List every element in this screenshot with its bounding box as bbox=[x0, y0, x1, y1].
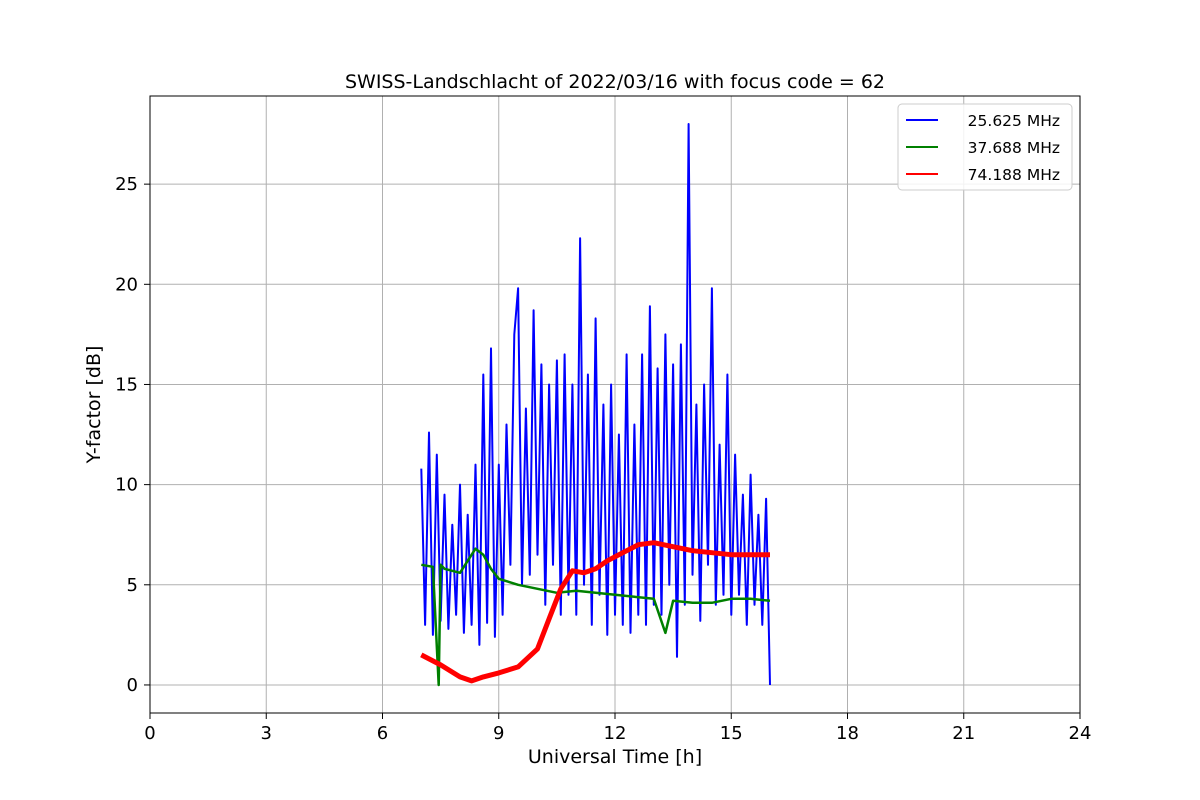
y-tick-label: 5 bbox=[127, 575, 138, 596]
legend-box bbox=[897, 103, 1073, 191]
series-line-74-188-mhz bbox=[420, 540, 770, 684]
x-tick-label: 3 bbox=[261, 723, 272, 744]
y-tick-label: 20 bbox=[115, 274, 138, 295]
legend: 25.625 MHz 37.688 MHz 74.188 MHz bbox=[897, 103, 1073, 191]
y-tick-label: 25 bbox=[115, 174, 138, 195]
y-axis-label: Y-factor [dB] bbox=[83, 346, 105, 465]
chart-title: SWISS-Landschlacht of 2022/03/16 with fo… bbox=[345, 71, 885, 93]
x-tick-label: 6 bbox=[377, 723, 388, 744]
series-line-25-625-mhz bbox=[420, 123, 771, 686]
x-tick-label: 0 bbox=[144, 723, 155, 744]
y-tick-label: 15 bbox=[115, 374, 138, 395]
x-tick-label: 21 bbox=[952, 723, 975, 744]
x-tick-label: 15 bbox=[720, 723, 743, 744]
y-tick-label: 0 bbox=[127, 675, 138, 696]
y-tick-label: 10 bbox=[115, 475, 138, 496]
y-axis: 0 5 10 15 20 25 bbox=[115, 174, 150, 696]
legend-label: 74.188 MHz bbox=[968, 166, 1060, 184]
legend-label: 37.688 MHz bbox=[968, 139, 1060, 157]
x-tick-label: 9 bbox=[493, 723, 504, 744]
x-tick-label: 18 bbox=[836, 723, 859, 744]
x-tick-label: 24 bbox=[1069, 723, 1092, 744]
series-layer bbox=[420, 123, 771, 687]
x-axis-label: Universal Time [h] bbox=[528, 746, 702, 768]
x-axis: 0 3 6 9 12 15 18 21 24 bbox=[144, 713, 1091, 744]
legend-label: 25.625 MHz bbox=[968, 112, 1060, 130]
x-tick-label: 12 bbox=[604, 723, 627, 744]
